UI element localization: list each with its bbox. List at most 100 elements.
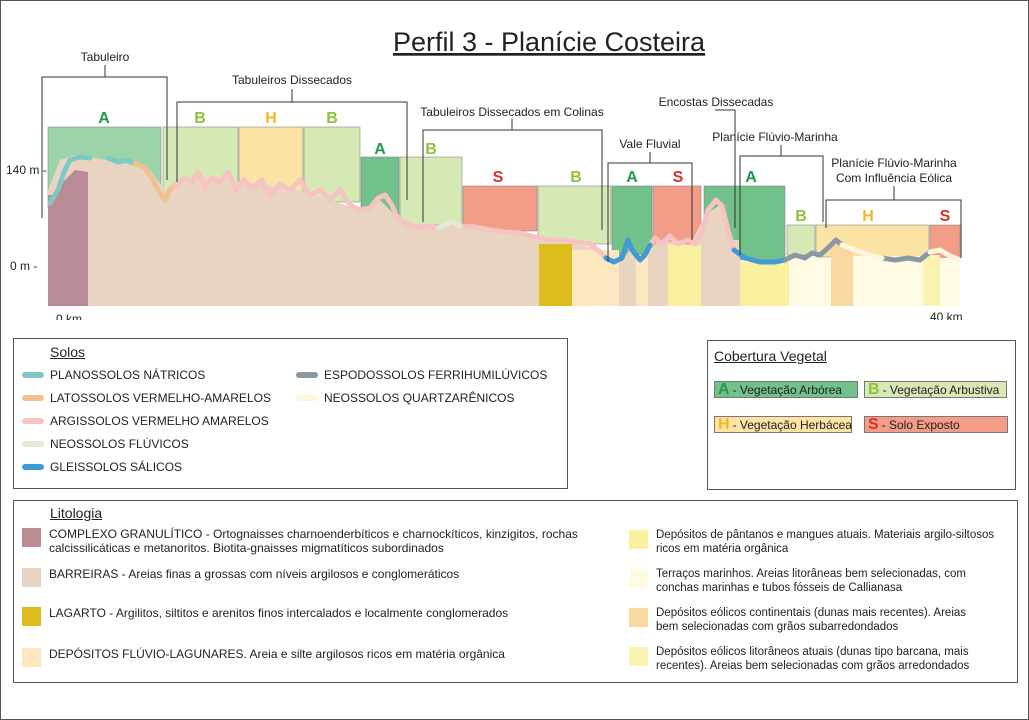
- vegetation-letters: A B H B A B S B A S A B H S: [98, 110, 950, 225]
- unit-label-4: Vale Fluvial: [619, 137, 680, 151]
- unit-label-1: Tabuleiro: [81, 50, 130, 64]
- solos-swatch: [22, 395, 44, 401]
- mangue-body-1: [668, 245, 701, 306]
- cobertura-legend: Cobertura Vegetal: [707, 340, 1016, 490]
- litologia-legend: Litologia: [13, 500, 1018, 683]
- fluvio-lagunar-body-2: [636, 255, 648, 306]
- cobertura-item: B- Vegetação Arbustiva: [864, 381, 1007, 398]
- cobertura-item: A- Vegetação Arbórea: [714, 381, 858, 398]
- litologia-item: Depósitos eólicos continentais (dunas ma…: [629, 606, 1009, 634]
- cobertura-item: H- Vegetação Herbácea: [714, 416, 852, 433]
- bracket-tabuleiros-dissecados: [176, 89, 408, 200]
- solos-label: PLANOSSOLOS NÁTRICOS: [50, 368, 206, 382]
- bracket-tabuleiro: [41, 65, 168, 218]
- solos-swatch: [296, 372, 318, 378]
- solos-label: ESPODOSSOLOS FERRIHUMILÚVICOS: [324, 368, 548, 382]
- planossolos-line: [47, 154, 138, 206]
- unit-label-2: Tabuleiros Dissecados: [232, 73, 352, 87]
- solos-label: GLEISSOLOS SÁLICOS: [50, 460, 183, 474]
- veg-letter-7: S: [493, 169, 504, 186]
- unit-label-5: Encostas Dissecadas: [659, 95, 774, 109]
- litologia-swatch: [629, 569, 648, 588]
- geology-section: [48, 155, 960, 306]
- complexo-granulitico-body: [48, 195, 88, 306]
- solos-label: NEOSSOLOS FLÚVICOS: [50, 437, 189, 451]
- solos-label: LATOSSOLOS VERMELHO-AMARELOS: [50, 391, 271, 405]
- neossolos-fluvicos-line: [435, 219, 463, 231]
- quartzarenicos-line: [839, 242, 963, 263]
- litologia-title: Litologia: [50, 505, 103, 521]
- litologia-swatch: [22, 607, 41, 626]
- profile-diagram: Perfil 3 - Planície Costeira: [6, 27, 963, 320]
- litologia-label: Depósitos eólicos continentais (dunas ma…: [656, 607, 967, 633]
- mangue-body-2: [740, 262, 789, 306]
- unit-label-7b: Com Influência Eólica: [836, 171, 952, 185]
- axis-labels: 140 m - 0 m - 0 km 40 km: [6, 163, 963, 320]
- solos-swatch: [22, 441, 44, 447]
- litologia-item: Depósitos eólicos litorâneos atuais (dun…: [629, 645, 1009, 673]
- terraco-body-1: [789, 258, 831, 306]
- litologia-item: COMPLEXO GRANULÍTICO - Ortognaisses char…: [22, 527, 612, 555]
- solos-item: ESPODOSSOLOS FERRIHUMILÚVICOS: [296, 368, 547, 382]
- eolico-cont-body: [831, 245, 853, 306]
- solos-swatch: [296, 395, 318, 401]
- solos-item: PLANOSSOLOS NÁTRICOS: [22, 368, 205, 382]
- litologia-label: DEPÓSITOS FLÚVIO-LAGUNARES. Areia e silt…: [49, 647, 505, 661]
- gleissolos-line-2: [731, 247, 788, 265]
- solos-item: ARGISSOLOS VERMELHO AMARELOS: [22, 414, 269, 428]
- cobertura-letter: S: [868, 415, 879, 433]
- solos-legend: Solos: [13, 338, 568, 489]
- terraco-body-3: [940, 258, 960, 306]
- lagarto-body: [539, 244, 572, 306]
- veg-letter-10: S: [673, 169, 684, 186]
- espodossolos-line-2: [879, 249, 933, 263]
- espodossolos-line-1: [782, 237, 845, 263]
- bracket-vale: [607, 152, 693, 262]
- cobertura-title: Cobertura Vegetal: [714, 348, 827, 364]
- litologia-label: Depósitos eólicos litorâneos atuais (dun…: [656, 646, 970, 672]
- solos-title: Solos: [50, 344, 86, 360]
- solos-item: NEOSSOLOS QUARTZARÊNICOS: [296, 391, 514, 405]
- terraco-body-2: [853, 256, 923, 306]
- solos-label: NEOSSOLOS QUARTZARÊNICOS: [324, 391, 515, 405]
- figure-title: Perfil 3 - Planície Costeira: [393, 27, 706, 57]
- barreiras-strip-2: [648, 250, 668, 306]
- bracket-fluvio-marinha: [739, 145, 824, 255]
- solos-item: GLEISSOLOS SÁLICOS: [22, 460, 182, 474]
- litologia-item: Depósitos de pântanos e mangues atuais. …: [629, 528, 1009, 556]
- complexo-top: [48, 170, 88, 205]
- veg-letter-8: B: [570, 169, 582, 186]
- veg-letter-5: A: [374, 141, 386, 158]
- veg-letter-4: B: [326, 110, 338, 127]
- cobertura-letter: H: [718, 415, 730, 433]
- cobertura-item: S- Solo Exposto: [864, 416, 1008, 433]
- veg-letter-13: H: [862, 208, 874, 225]
- cobertura-label: - Vegetação Arbórea: [732, 382, 842, 397]
- solos-swatch: [22, 464, 44, 470]
- solos-swatch: [22, 418, 44, 424]
- eolico-lit-body: [923, 255, 940, 306]
- cobertura-label: - Vegetação Herbácea: [732, 417, 852, 432]
- veg-block-8: [537, 185, 612, 245]
- litologia-swatch: [629, 647, 648, 666]
- veg-letter-12: B: [795, 208, 807, 225]
- gleissolos-line-1: [603, 237, 653, 265]
- litologia-swatch: [629, 530, 648, 549]
- cobertura-label: - Vegetação Arbustiva: [882, 382, 1000, 397]
- bracket-encostas: [715, 109, 736, 228]
- soil-lines: [47, 154, 963, 265]
- argissolos-line: [172, 169, 737, 261]
- veg-letter-6: B: [425, 141, 437, 158]
- litologia-label: Terraços marinhos. Areias litorâneas bem…: [656, 568, 967, 594]
- axis-label-0km: 0 km: [56, 312, 82, 320]
- unit-brackets: [41, 65, 962, 262]
- solos-item: NEOSSOLOS FLÚVICOS: [22, 437, 189, 451]
- bracket-eolica: [825, 186, 962, 258]
- unit-label-6: Planície Flúvio-Marinha: [712, 130, 838, 144]
- veg-letter-1: A: [98, 110, 110, 127]
- cobertura-letter: B: [868, 380, 880, 398]
- unit-label-7a: Planície Flúvio-Marinha: [831, 156, 957, 170]
- veg-block-4: [303, 126, 361, 203]
- cobertura-letter: A: [718, 380, 730, 398]
- litologia-swatch: [22, 648, 41, 667]
